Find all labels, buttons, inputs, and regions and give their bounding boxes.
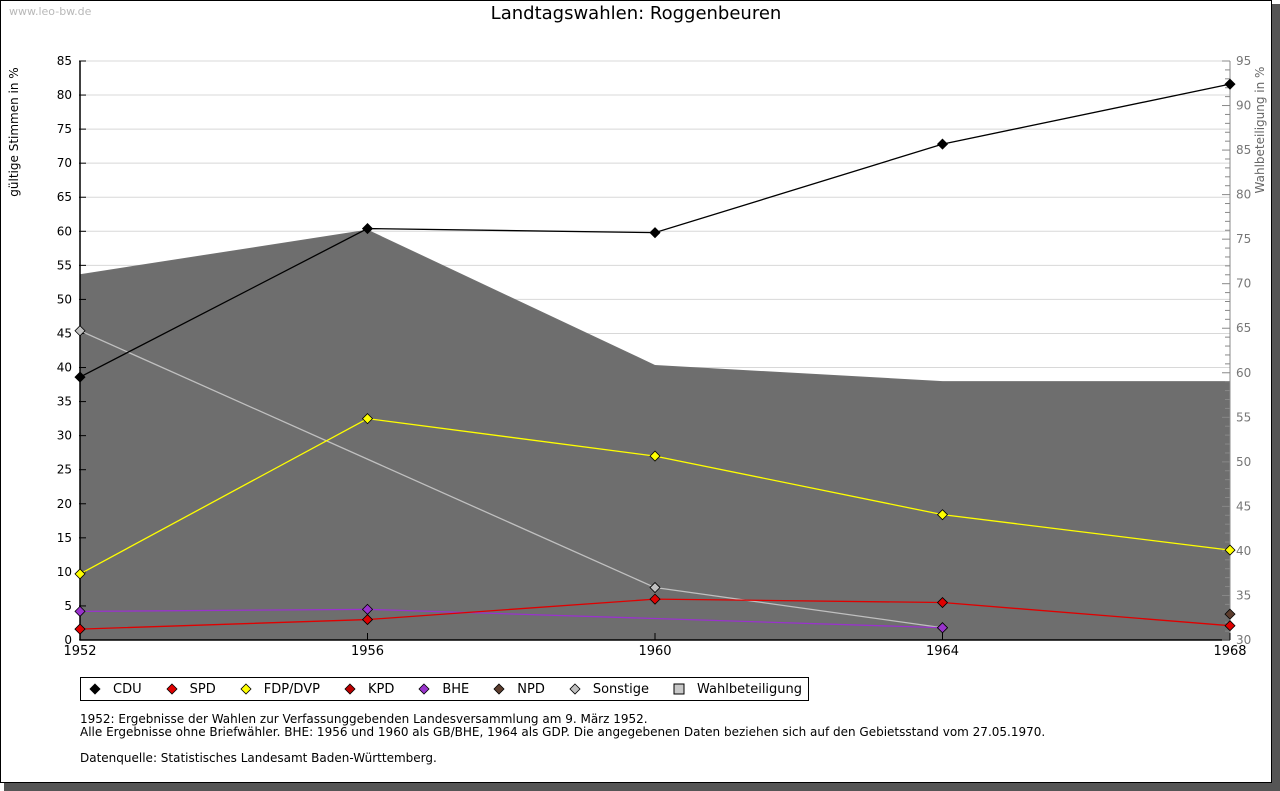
y-tick-label-right: 65: [1236, 321, 1251, 335]
y-tick-label-left: 45: [57, 326, 72, 340]
y-tick-label-left: 55: [57, 258, 72, 272]
x-tick-label: 1968: [1213, 644, 1246, 659]
y-tick-label-left: 80: [57, 88, 72, 102]
data-point-bhe: [936, 622, 949, 634]
y-tick-label-right: 35: [1236, 588, 1251, 602]
y-axis-label-left: gültige Stimmen in %: [7, 67, 21, 197]
y-tick-label-right: 30: [1236, 633, 1251, 647]
y-tick-label-left: 75: [57, 122, 72, 136]
frame-shadow-bottom: [4, 783, 1280, 791]
data-point-sonstige: [649, 581, 661, 594]
legend-item-cdu: CDU: [89, 682, 142, 697]
legend-square-icon: [673, 683, 685, 695]
frame-shadow-right: [1272, 4, 1280, 791]
y-tick-label-left: 70: [57, 156, 72, 170]
x-tick-label: 1952: [63, 644, 96, 659]
data-point-bhe: [74, 605, 86, 617]
legend-item-sonstige: Sonstige: [569, 682, 649, 697]
watermark: www.leo-bw.de: [9, 5, 92, 18]
legend-item-spd: SPD: [166, 682, 216, 697]
axes: [79, 60, 1231, 641]
y-tick-label-left: 15: [57, 531, 72, 545]
y-tick-label-right: 45: [1236, 499, 1251, 513]
legend-diamond-icon: [569, 683, 581, 695]
data-point-spd: [361, 613, 374, 626]
legend-item-bhe: BHE: [418, 682, 469, 697]
y-tick-label-left: 50: [57, 292, 72, 306]
data-point-cdu: [1224, 78, 1236, 90]
data-point-npd: [1224, 608, 1236, 620]
data-point-fdp-dvp: [74, 568, 86, 580]
data-point-spd: [936, 596, 949, 609]
legend-diamond-icon: [344, 683, 356, 695]
data-source: Datenquelle: Statistisches Landesamt Bad…: [80, 751, 437, 765]
x-tick-label: 1964: [926, 644, 959, 659]
legend-diamond-icon: [418, 683, 430, 695]
footnote-1952: 1952: Ergebnisse der Wahlen zur Verfassu…: [80, 712, 648, 726]
data-point-cdu: [74, 371, 86, 383]
y-tick-label-left: 85: [57, 54, 72, 68]
legend-diamond-icon: [89, 683, 101, 695]
y-tick-label-left: 10: [57, 565, 72, 579]
legend-item-kpd: KPD: [344, 682, 394, 697]
y-tick-label-right: 95: [1236, 54, 1251, 68]
legend-diamond-icon: [166, 683, 178, 695]
y-tick-label-left: 20: [57, 497, 72, 511]
y-tick-label-left: 35: [57, 395, 72, 409]
data-point-spd: [1224, 620, 1236, 632]
legend-label: SPD: [189, 681, 216, 697]
y-tick-label-right: 90: [1236, 99, 1251, 113]
y-tick-label-left: 30: [57, 429, 72, 443]
y-tick-label-right: 80: [1236, 188, 1251, 202]
legend: CDU SPD FDP/DVP KPD BHE NPD Sonstige Wahlbeteil…: [80, 677, 810, 701]
legend-diamond-icon: [240, 683, 252, 695]
data-point-cdu: [649, 227, 661, 239]
y-tick-label-left: 60: [57, 224, 72, 238]
footnotes: 1952: Ergebnisse der Wahlen zur Verfassu…: [80, 713, 1045, 765]
footnote-general: Alle Ergebnisse ohne Briefwähler. BHE: 1…: [80, 725, 1046, 739]
data-point-spd: [649, 593, 661, 605]
y-tick-label-left: 25: [57, 463, 72, 477]
legend-item-wahlbeteiligung: Wahlbeteiligung: [673, 682, 802, 697]
series-layer: [74, 78, 1236, 635]
legend-label: Sonstige: [592, 681, 650, 697]
chart-title: Landtagswahlen: Roggenbeuren: [490, 3, 782, 24]
legend-diamond-icon: [493, 683, 505, 695]
tick-labels: 0 5 10 15 20 25 30 35 40 45 50 55 60 65 70 75 80 85 30 35 40…: [57, 54, 1252, 659]
y-tick-label-right: 50: [1236, 455, 1251, 469]
legend-label: KPD: [367, 681, 395, 697]
y-tick-label-left: 40: [57, 361, 72, 375]
x-tick-label: 1960: [638, 644, 671, 659]
y-tick-label-right: 85: [1236, 143, 1251, 157]
data-point-cdu: [361, 223, 374, 235]
y-axis-label-right: Wahlbeteiligung in %: [1253, 66, 1267, 194]
turnout-area-layer: [79, 229, 1230, 640]
y-tick-label-left: 65: [57, 190, 72, 204]
turnout-line: [79, 229, 1230, 383]
y-tick-label-right: 40: [1236, 544, 1251, 558]
data-point-sonstige: [74, 325, 86, 337]
turnout-area: [80, 230, 1230, 640]
legend-label: FDP/DVP: [263, 681, 320, 697]
legend-label: Wahlbeteiligung: [697, 681, 803, 697]
y-tick-label-right: 60: [1236, 366, 1251, 380]
data-point-fdp-dvp: [649, 450, 661, 462]
legend-label: NPD: [517, 681, 545, 697]
y-tick-label-right: 75: [1236, 232, 1251, 246]
x-tick-label: 1956: [351, 644, 384, 659]
data-point-spd: [74, 623, 86, 635]
legend-item-npd: NPD: [493, 682, 545, 697]
y-tick-label-left: 0: [64, 633, 72, 647]
data-point-fdp-dvp: [361, 413, 374, 425]
y-tick-label-left: 5: [64, 599, 72, 613]
y-tick-label-right: 70: [1236, 277, 1251, 291]
data-point-fdp-dvp: [936, 509, 949, 521]
legend-item-fdp-dvp: FDP/DVP: [240, 682, 320, 697]
legend-label: CDU: [113, 681, 142, 697]
data-point-fdp-dvp: [1224, 544, 1236, 556]
data-point-cdu: [936, 138, 949, 150]
y-tick-label-right: 55: [1236, 410, 1251, 424]
legend-label: BHE: [442, 681, 470, 697]
